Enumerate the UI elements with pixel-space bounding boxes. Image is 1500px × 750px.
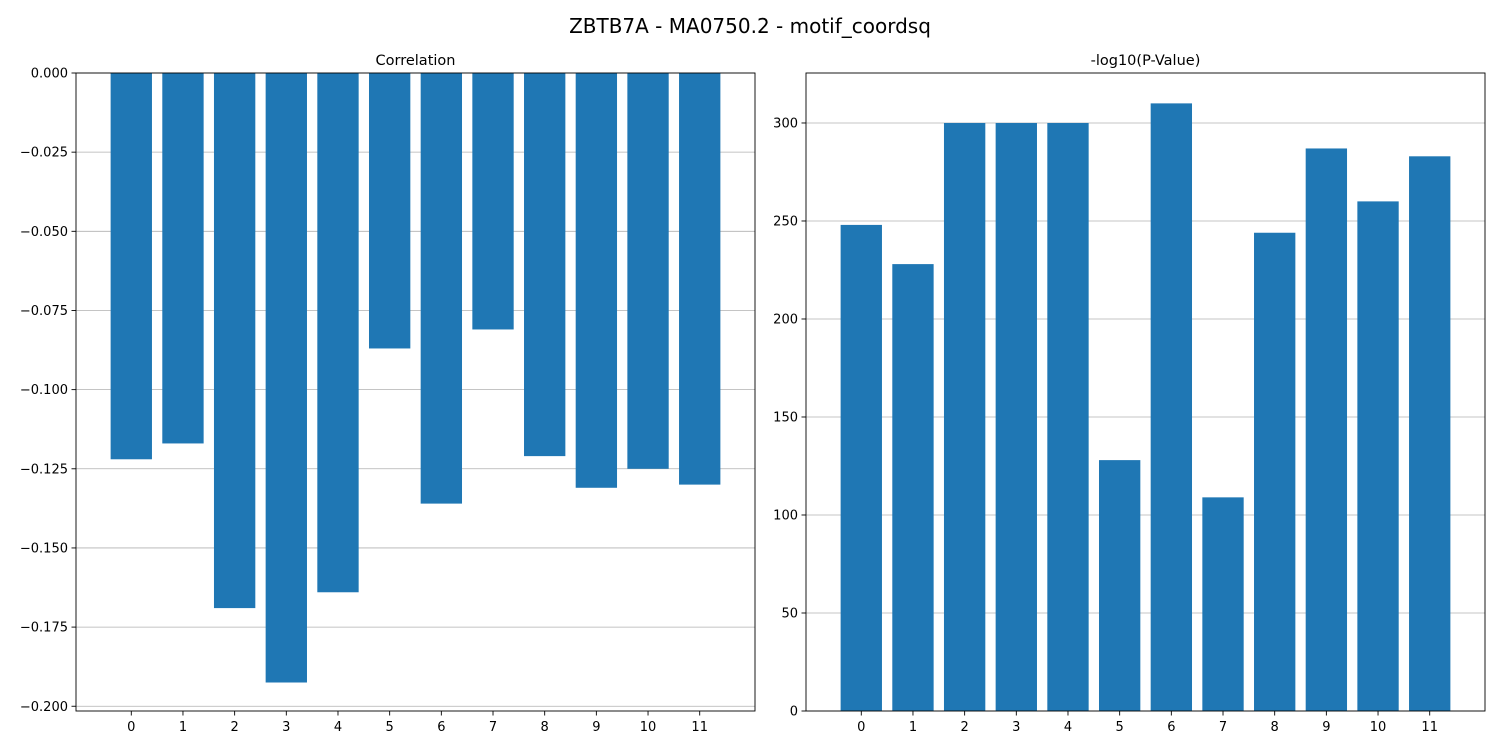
correlation-ytick-label: −0.125: [20, 462, 68, 477]
correlation-ytick-label: −0.150: [20, 541, 68, 556]
correlation-xtick-label: 4: [334, 720, 342, 735]
pvalue-xtick-label: 0: [857, 720, 865, 735]
correlation-ytick-label: −0.025: [20, 146, 68, 161]
correlation-ytick-label: −0.175: [20, 621, 68, 636]
pvalue-bar-4: [1047, 122, 1089, 711]
pvalue-bar-9: [1305, 148, 1348, 711]
pvalue-xtick-label: 7: [1219, 720, 1227, 735]
pvalue-panel: -log10(P-Value) 0 50 100 150 200 250 300 0 1 2 3 4 5…: [773, 53, 1486, 735]
correlation-xtick-label: 6: [437, 720, 445, 735]
pvalue-axes: 0 50 100 150 200 250 300 0 1 2 3 4 5 6 7 8 9 10 11: [773, 116, 1438, 735]
pvalue-bar-7: [1202, 497, 1244, 711]
correlation-bar-3: [265, 73, 307, 683]
pvalue-xtick-label: 9: [1322, 720, 1330, 735]
pvalue-bar-3: [995, 122, 1037, 711]
correlation-xtick-label: 3: [282, 720, 290, 735]
correlation-xtick-label: 9: [592, 720, 600, 735]
pvalue-ytick-label: 300: [773, 116, 798, 131]
pvalue-ytick-label: 100: [773, 508, 798, 523]
correlation-bar-10: [627, 73, 669, 469]
correlation-xtick-label: 0: [127, 720, 135, 735]
pvalue-xtick-label: 11: [1421, 720, 1438, 735]
pvalue-xtick-label: 8: [1271, 720, 1279, 735]
correlation-xtick-label: 7: [489, 720, 497, 735]
figure-title: ZBTB7A - MA0750.2 - motif_coordsq: [569, 14, 931, 38]
correlation-bar-6: [420, 73, 463, 504]
correlation-plot-frame: [75, 72, 756, 712]
pvalue-xtick-label: 2: [960, 720, 968, 735]
correlation-xtick-label: 2: [230, 720, 238, 735]
pvalue-bar-5: [1098, 460, 1141, 711]
pvalue-bar-1: [892, 264, 934, 711]
pvalue-plot-frame: [805, 72, 1486, 712]
pvalue-ytick-label: 250: [773, 214, 798, 229]
correlation-panel-title: Correlation: [376, 53, 456, 69]
pvalue-xtick-label: 6: [1167, 720, 1175, 735]
correlation-bar-1: [162, 73, 204, 444]
pvalue-bar-10: [1357, 201, 1399, 711]
correlation-xtick-label: 11: [691, 720, 708, 735]
pvalue-xtick-label: 1: [909, 720, 917, 735]
correlation-ytick-label: 0.000: [31, 67, 68, 82]
correlation-ytick-label: −0.075: [20, 304, 68, 319]
pvalue-panel-title: -log10(P-Value): [1091, 53, 1201, 69]
pvalue-ytick-label: 0: [790, 705, 798, 720]
correlation-ytick-label: −0.050: [20, 225, 68, 240]
correlation-xtick-label: 8: [541, 720, 549, 735]
correlation-axes: 0.000 −0.025 −0.050 −0.075 −0.100 −0.125 −0.15…: [20, 67, 708, 736]
pvalue-xtick-label: 4: [1064, 720, 1072, 735]
pvalue-bar-8: [1254, 232, 1296, 712]
correlation-bar-4: [317, 73, 359, 593]
pvalue-ytick-label: 200: [773, 312, 798, 327]
pvalue-ytick-label: 50: [781, 606, 798, 621]
correlation-ytick-label: −0.100: [20, 383, 68, 398]
pvalue-xtick-label: 3: [1012, 720, 1020, 735]
pvalue-bars: [840, 103, 1451, 712]
pvalue-ytick-label: 150: [773, 410, 798, 425]
correlation-bar-0: [110, 73, 152, 460]
correlation-bar-11: [679, 73, 721, 485]
correlation-panel: Correlation 0.000 −0.025 −0.050 −0.075 −0.10…: [20, 53, 756, 736]
correlation-xtick-label: 5: [386, 720, 394, 735]
pvalue-bar-11: [1409, 156, 1451, 711]
correlation-bar-9: [575, 73, 618, 488]
correlation-bar-2: [213, 73, 256, 609]
pvalue-bar-6: [1150, 103, 1193, 711]
correlation-ytick-label: −0.200: [20, 700, 68, 715]
pvalue-bar-2: [943, 122, 986, 711]
correlation-bars: [110, 73, 721, 683]
correlation-xtick-label: 10: [640, 720, 657, 735]
pvalue-xtick-label: 5: [1116, 720, 1124, 735]
correlation-bar-7: [472, 73, 514, 330]
pvalue-bar-0: [840, 224, 882, 711]
correlation-bar-8: [524, 73, 566, 457]
pvalue-xtick-label: 10: [1370, 720, 1387, 735]
correlation-xtick-label: 1: [179, 720, 187, 735]
correlation-bar-5: [368, 73, 411, 349]
